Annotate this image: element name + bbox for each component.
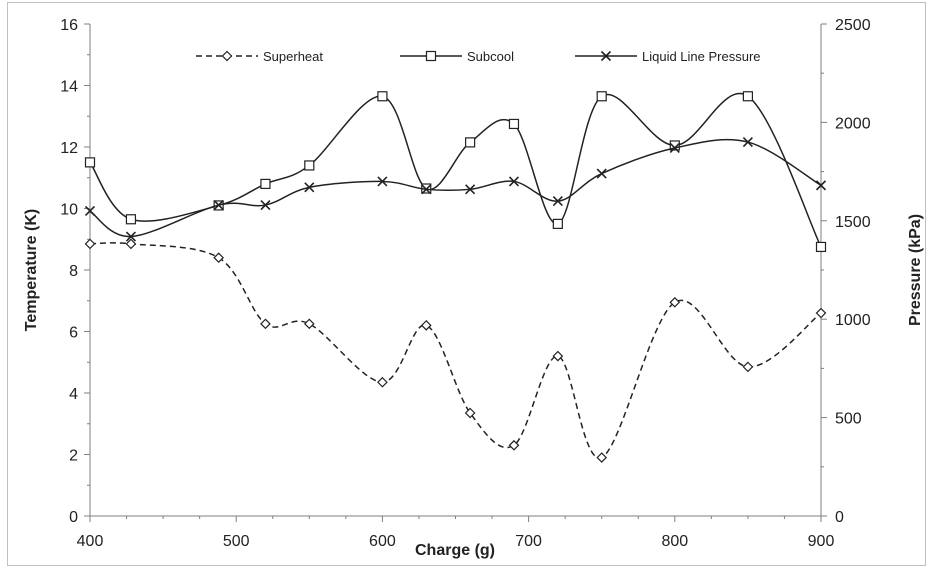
legend-item-subcool: Subcool (400, 49, 514, 64)
left-y-tick-label: 0 (69, 509, 78, 526)
data-point-liquid-line-pressure (815, 180, 827, 191)
data-point-superheat (420, 320, 432, 331)
data-point-liquid-line-pressure (377, 176, 388, 187)
left-y-tick-label: 14 (60, 79, 78, 96)
legend-marker-subcool (425, 50, 437, 62)
x-tick-label: 400 (77, 533, 104, 550)
left-y-tick-label: 12 (60, 140, 78, 157)
right-y-tick-label: 1500 (835, 214, 871, 231)
data-point-superheat (213, 252, 225, 264)
legend: Superheat Subcool Liquid Line Pressure (196, 49, 761, 64)
x-tick-label: 700 (515, 533, 542, 550)
series-subcool (84, 91, 827, 253)
series-line-liquid-line-pressure (89, 138, 822, 238)
data-point-superheat (596, 452, 608, 463)
data-point-superheat (84, 238, 96, 250)
data-point-superheat (815, 307, 827, 319)
data-point-liquid-line-pressure (552, 196, 563, 207)
data-point-superheat (552, 350, 564, 362)
left-y-tick-label: 6 (69, 325, 78, 342)
data-point-subcool (596, 91, 607, 102)
series-line-subcool (89, 92, 822, 248)
data-point-subcool (815, 241, 827, 253)
data-point-liquid-line-pressure (508, 176, 520, 187)
legend-label-superheat: Superheat (263, 49, 323, 64)
legend-label-liquid-line-pressure: Liquid Line Pressure (642, 49, 761, 64)
data-point-subcool (669, 140, 680, 151)
left-y-tick-label: 2 (69, 448, 78, 465)
data-point-superheat (742, 361, 754, 373)
data-point-liquid-line-pressure (84, 205, 96, 217)
data-point-superheat (508, 439, 520, 451)
right-y-tick-label: 500 (835, 411, 862, 428)
left-y-tick-label: 10 (60, 202, 78, 219)
data-point-liquid-line-pressure (304, 182, 315, 193)
legend-marker-liquid-line-pressure (600, 50, 612, 62)
data-point-subcool (260, 178, 271, 189)
data-point-liquid-line-pressure (596, 168, 607, 179)
data-point-subcool (465, 137, 476, 148)
x-tick-label: 500 (223, 533, 250, 550)
data-point-liquid-line-pressure (465, 184, 476, 195)
legend-label-subcool: Subcool (467, 49, 514, 64)
series-line-superheat (89, 242, 822, 459)
data-point-superheat (260, 318, 271, 330)
data-point-liquid-line-pressure (213, 199, 224, 211)
right-y-tick-label: 2500 (835, 17, 871, 34)
right-y-tick-label: 0 (835, 509, 844, 526)
chart-frame (7, 2, 926, 566)
data-point-superheat (377, 376, 388, 388)
data-point-liquid-line-pressure (260, 199, 271, 211)
data-point-superheat (669, 296, 681, 308)
axes: 0 2 4 6 8 10 12 14 16 0 500 1000 1500 2000 2500 400 500 6… (60, 17, 870, 550)
data-point-subcool (304, 160, 315, 171)
left-y-tick-label: 8 (69, 263, 78, 280)
data-point-superheat (303, 318, 315, 330)
series-superheat (84, 238, 827, 463)
x-tick-label: 600 (369, 533, 396, 550)
data-point-superheat (464, 407, 476, 419)
x-axis-title: Charge (g) (415, 542, 495, 559)
legend-item-liquid-line-pressure: Liquid Line Pressure (575, 49, 761, 64)
series-liquid-line-pressure (84, 137, 827, 242)
data-point-subcool (125, 214, 137, 225)
data-point-liquid-line-pressure (669, 142, 680, 154)
data-point-liquid-line-pressure (421, 184, 432, 195)
right-y-axis-title: Pressure (kPa) (907, 214, 924, 326)
data-point-subcool (377, 91, 388, 102)
data-point-superheat (125, 238, 137, 250)
x-tick-label: 800 (661, 533, 688, 550)
data-point-liquid-line-pressure (742, 137, 753, 148)
legend-item-superheat: Superheat (196, 49, 323, 64)
data-point-subcool (508, 118, 520, 130)
legend-marker-superheat (221, 50, 233, 62)
data-point-subcool (84, 157, 96, 168)
data-point-subcool (552, 218, 563, 229)
right-y-tick-label: 2000 (835, 115, 871, 132)
left-y-tick-label: 16 (60, 17, 78, 34)
data-point-subcool (742, 91, 754, 102)
right-y-tick-label: 1000 (835, 312, 871, 329)
left-y-axis-title: Temperature (K) (23, 209, 40, 331)
left-y-tick-label: 4 (69, 386, 78, 403)
series-layer (84, 91, 827, 463)
x-tick-label: 900 (808, 533, 835, 550)
data-point-liquid-line-pressure (125, 231, 137, 242)
